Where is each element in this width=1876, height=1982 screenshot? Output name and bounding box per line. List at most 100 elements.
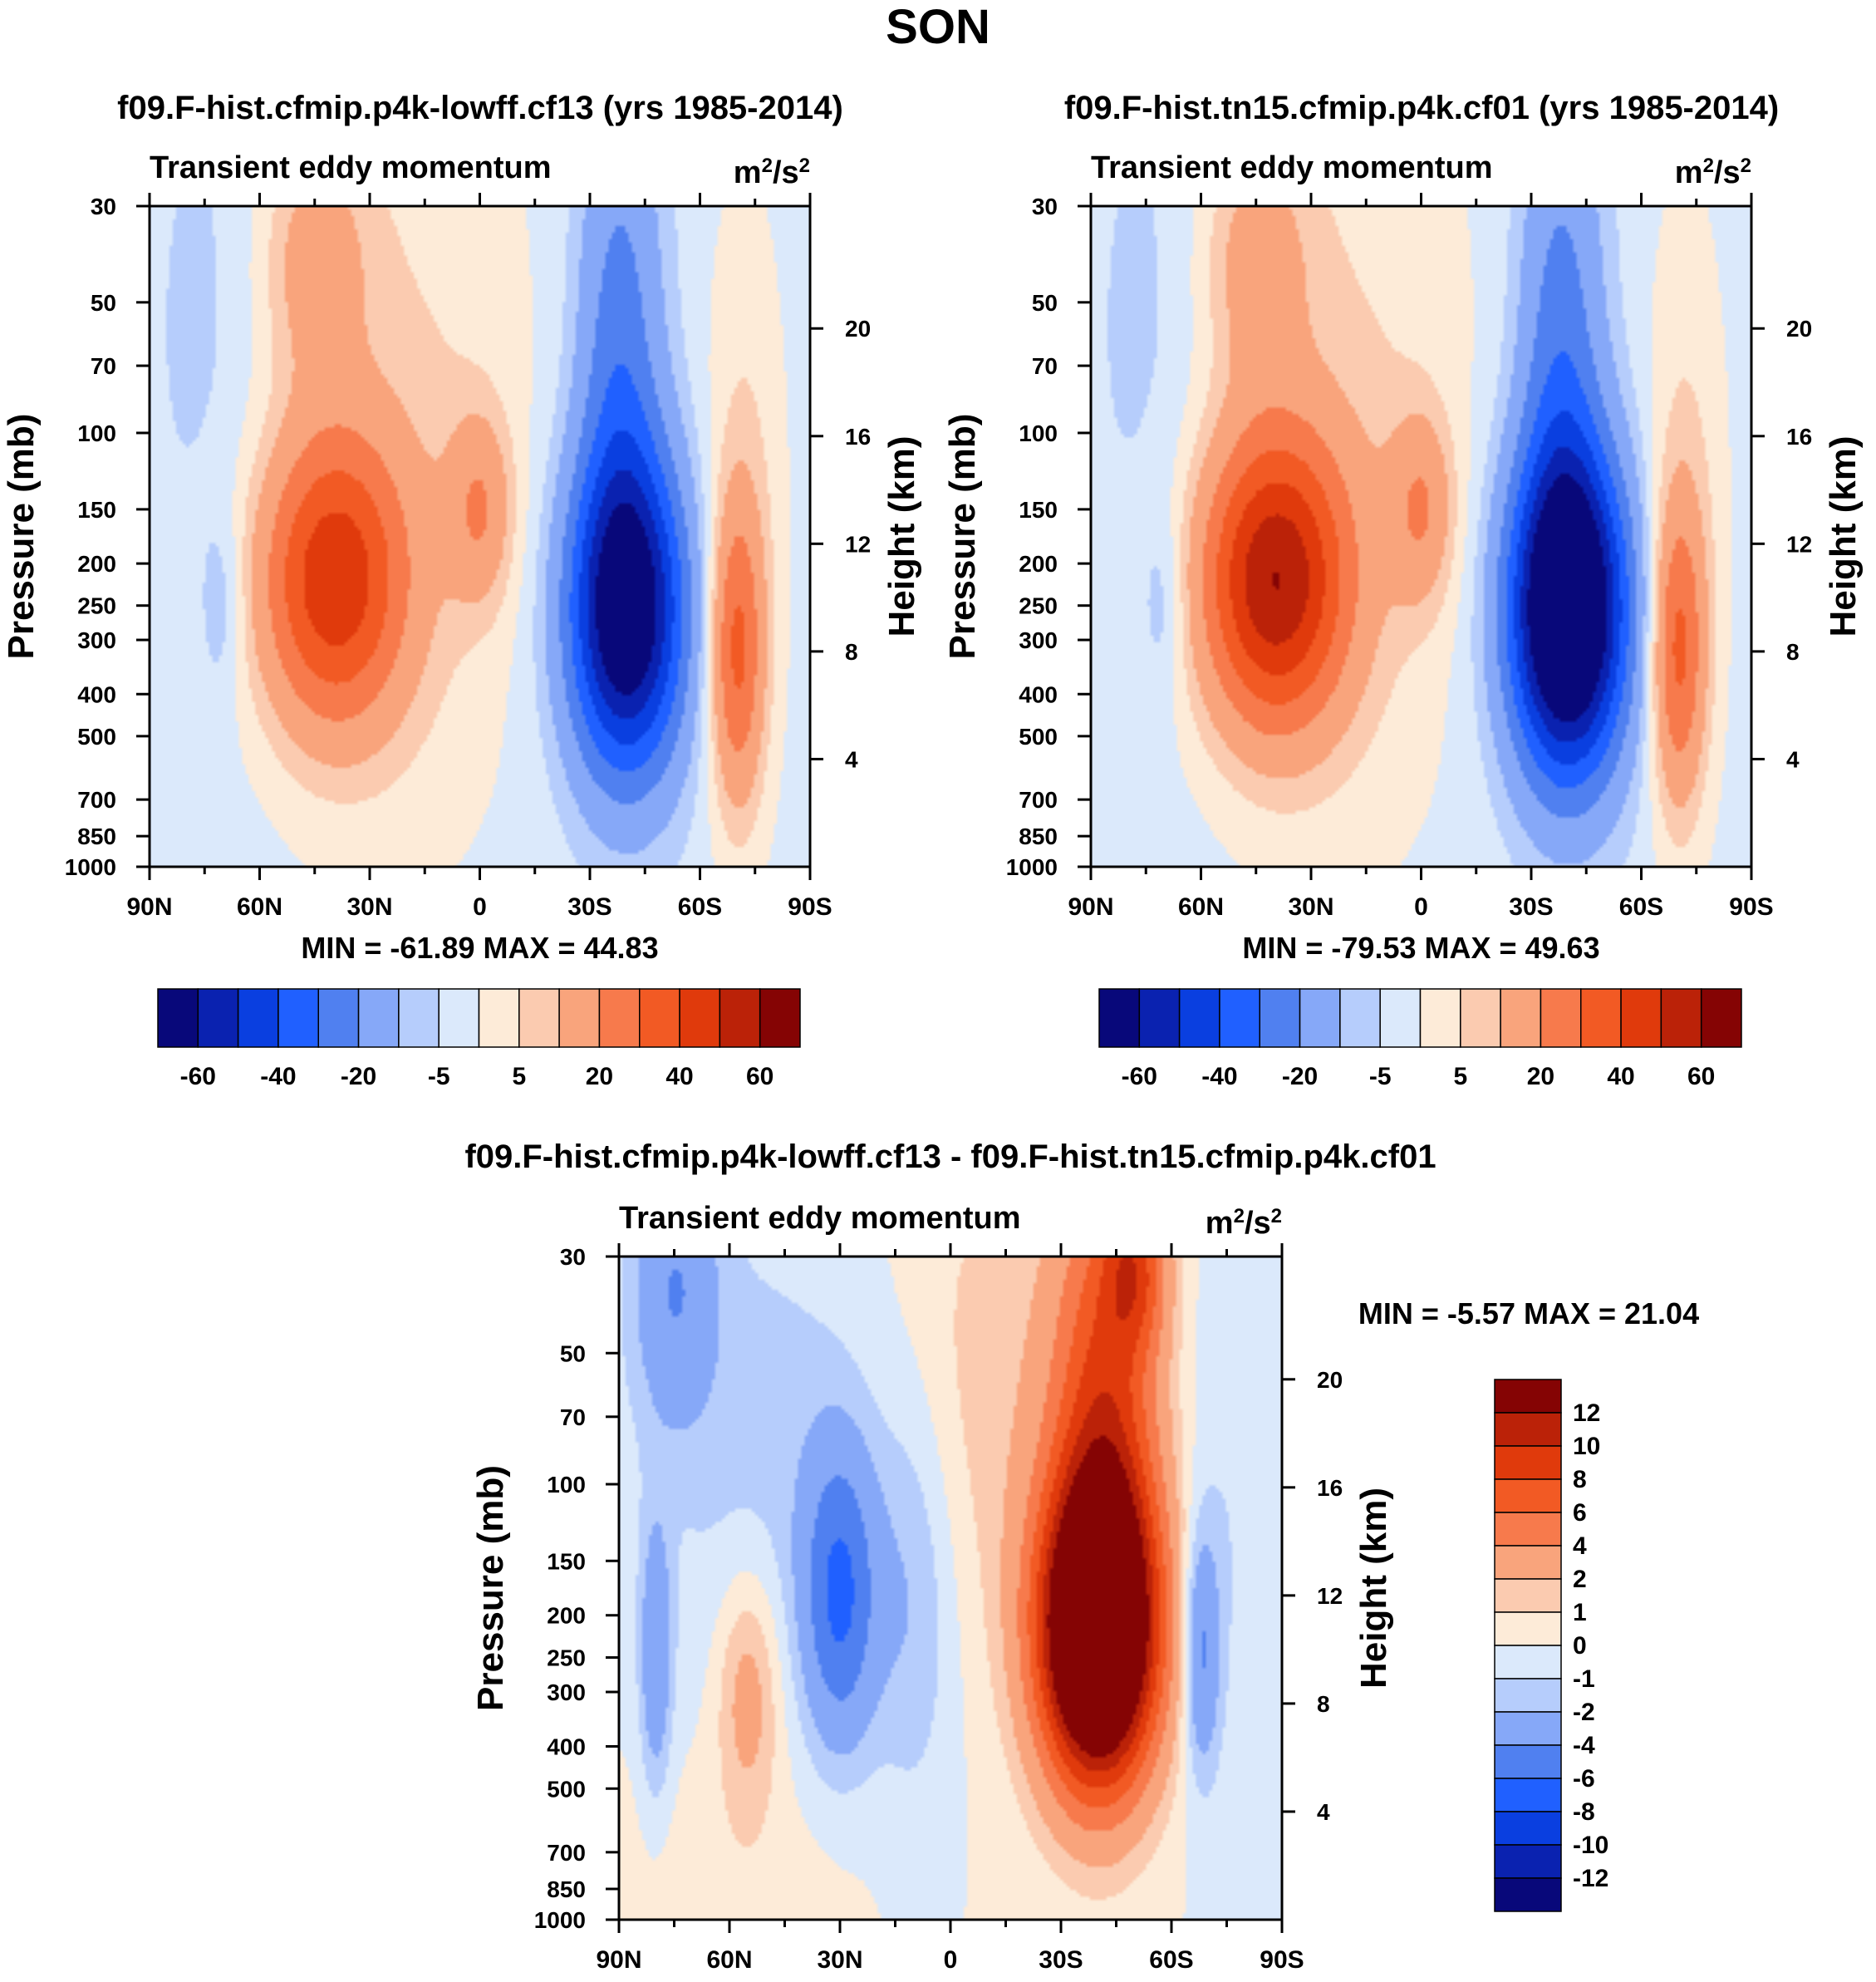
x-tick-label: 30S <box>567 893 611 921</box>
units-exponent: 2 <box>799 155 810 177</box>
y-tick-label: 200 <box>77 551 116 577</box>
y2-tick-label: 4 <box>1786 746 1800 772</box>
y-tick-label: 250 <box>1019 593 1058 619</box>
colorbar-swatch <box>237 988 279 1048</box>
min-max-label: MIN = -79.53 MAX = 49.63 <box>1242 931 1599 965</box>
y-axis-label: Pressure (mb) <box>1 414 42 660</box>
y2-axis-label: Height (km) <box>1823 436 1864 637</box>
colorbar-label: -20 <box>341 1063 376 1090</box>
panel-title: f09.F-hist.tn15.cfmip.p4k.cf01 (yrs 1985… <box>1064 90 1779 126</box>
y2-tick-label: 12 <box>845 531 871 557</box>
panel-title: f09.F-hist.cfmip.p4k-lowff.cf13 - f09.F-… <box>464 1139 1436 1175</box>
units-base: m <box>734 155 762 190</box>
colorbar-label: -1 <box>1573 1665 1595 1693</box>
units-exponent: 2 <box>1271 1205 1282 1227</box>
units-denominator: /s <box>1245 1206 1271 1241</box>
y2-tick-label: 4 <box>1317 1799 1330 1825</box>
colorbar-swatch <box>679 988 721 1048</box>
x-tick-label: 90N <box>126 893 172 921</box>
colorbar-swatch <box>1494 1811 1562 1846</box>
panel-title: f09.F-hist.cfmip.p4k-lowff.cf13 (yrs 198… <box>117 90 843 126</box>
colorbar-swatch <box>598 988 641 1048</box>
colorbar-swatch <box>1494 1877 1562 1912</box>
panel-subtitle: Transient eddy momentum <box>1091 150 1493 185</box>
y-tick-label: 400 <box>547 1734 586 1759</box>
y-tick-label: 1000 <box>534 1907 586 1933</box>
y-tick-label: 500 <box>547 1776 586 1802</box>
x-tick-label: 60N <box>237 893 282 921</box>
colorbar-label: 20 <box>586 1063 613 1090</box>
units-base: m <box>1206 1206 1234 1241</box>
colorbar-label: 12 <box>1573 1399 1600 1427</box>
y2-tick-label: 16 <box>845 424 871 450</box>
panel-difference-bottom: f09.F-hist.cfmip.p4k-lowff.cf13 - f09.F-… <box>464 1139 1699 1974</box>
y-tick-label: 250 <box>77 593 116 619</box>
x-tick-label: 60S <box>1619 893 1663 921</box>
colorbar-swatch <box>438 988 480 1048</box>
figure-title: SON <box>886 0 990 54</box>
y-tick-label: 50 <box>560 1340 586 1366</box>
y-tick-label: 1000 <box>1006 854 1058 880</box>
colorbar-swatch <box>1494 1744 1562 1779</box>
y-tick-label: 150 <box>1019 497 1058 523</box>
contour-field <box>619 1257 1282 1920</box>
y-tick-label: 500 <box>1019 724 1058 750</box>
colorbar-swatch <box>1259 988 1301 1048</box>
colorbar-label: 8 <box>1573 1466 1587 1493</box>
y-tick-label: 850 <box>547 1876 586 1902</box>
y2-tick-label: 16 <box>1786 424 1812 450</box>
x-tick-label: 30N <box>817 1946 862 1974</box>
units-label: m2/s2 <box>1675 155 1751 191</box>
colorbar-label: -40 <box>1201 1063 1237 1090</box>
colorbar-label: -60 <box>1122 1063 1157 1090</box>
y2-tick-label: 8 <box>1786 639 1800 665</box>
y2-tick-label: 20 <box>1786 316 1812 342</box>
x-tick-label: 30N <box>1288 893 1333 921</box>
colorbar-swatch <box>1660 988 1702 1048</box>
colorbar-label: -4 <box>1573 1732 1595 1759</box>
colorbar-swatch <box>1494 1379 1562 1414</box>
colorbar-swatch <box>1494 1545 1562 1580</box>
colorbar-swatch <box>1494 1778 1562 1812</box>
colorbar-label: -6 <box>1573 1765 1595 1793</box>
y2-tick-label: 4 <box>845 746 858 772</box>
units-exponent: 2 <box>1234 1205 1245 1227</box>
y2-tick-label: 8 <box>1317 1691 1330 1717</box>
x-tick-label: 90S <box>788 893 832 921</box>
colorbar-swatch <box>1494 1678 1562 1713</box>
y-tick-label: 400 <box>77 681 116 707</box>
colorbar-swatch <box>277 988 319 1048</box>
contour-field <box>1091 206 1751 867</box>
y-tick-label: 300 <box>77 627 116 653</box>
colorbar-label: -8 <box>1573 1798 1595 1826</box>
y2-tick-label: 20 <box>845 316 871 342</box>
x-tick-label: 60S <box>678 893 722 921</box>
y-tick-label: 500 <box>77 724 116 750</box>
colorbar-swatch <box>1494 1445 1562 1480</box>
units-base: m <box>1675 155 1703 190</box>
colorbar-swatch <box>1494 1412 1562 1447</box>
colorbar-swatch <box>1299 988 1341 1048</box>
y-tick-label: 100 <box>1019 420 1058 446</box>
y2-tick-label: 8 <box>845 639 858 665</box>
colorbar-label: 0 <box>1573 1632 1587 1660</box>
colorbar-label: 6 <box>1573 1499 1587 1527</box>
colorbar-label: -5 <box>428 1063 450 1090</box>
y-tick-label: 850 <box>1019 824 1058 849</box>
colorbar-swatch <box>1494 1611 1562 1646</box>
colorbar-label: 20 <box>1527 1063 1554 1090</box>
colorbar: -60 -40 -20 -5 5 20 40 60 <box>157 988 801 1090</box>
x-tick-label: 90N <box>1068 893 1113 921</box>
colorbar-swatch <box>1494 1478 1562 1513</box>
y-tick-label: 30 <box>1032 194 1058 219</box>
x-tick-label: 60S <box>1149 1946 1193 1974</box>
y-tick-label: 50 <box>1032 290 1058 316</box>
y2-tick-label: 20 <box>1317 1367 1343 1393</box>
colorbar-label: 40 <box>665 1063 693 1090</box>
min-max-label: MIN = -5.57 MAX = 21.04 <box>1358 1296 1699 1330</box>
colorbar-swatch <box>1219 988 1260 1048</box>
colorbar-swatch <box>759 988 801 1048</box>
colorbar-label: -10 <box>1573 1832 1608 1859</box>
panel-subtitle: Transient eddy momentum <box>150 150 552 185</box>
colorbar-label: -12 <box>1573 1865 1608 1892</box>
